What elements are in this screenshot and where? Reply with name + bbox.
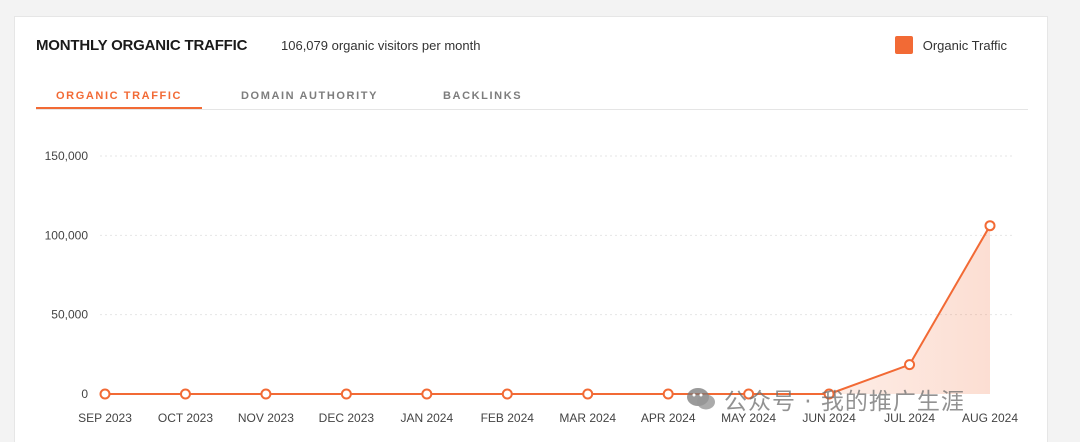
visitors-summary: 106,079 organic visitors per month bbox=[281, 38, 481, 53]
metric-tabs: ORGANIC TRAFFIC DOMAIN AUTHORITY BACKLIN… bbox=[36, 87, 1028, 110]
series-line bbox=[105, 225, 991, 395]
x-tick-label: JUN 2024 bbox=[802, 411, 856, 425]
x-tick-label: SEP 2023 bbox=[78, 411, 132, 425]
card-title: MONTHLY ORGANIC TRAFFIC bbox=[36, 37, 248, 54]
x-tick-label: FEB 2024 bbox=[481, 411, 535, 425]
x-tick-label: NOV 2023 bbox=[238, 411, 294, 425]
tab-backlinks[interactable]: BACKLINKS bbox=[443, 90, 523, 102]
tab-organic-traffic[interactable]: ORGANIC TRAFFIC bbox=[56, 90, 183, 102]
x-tick-label: MAY 2024 bbox=[721, 411, 776, 425]
data-point bbox=[662, 388, 674, 400]
chart-legend[interactable]: Organic Traffic bbox=[894, 36, 1007, 54]
series-area bbox=[105, 225, 990, 394]
data-point bbox=[421, 388, 433, 400]
watermark: 公众号 · 我的推广生涯 bbox=[686, 382, 965, 416]
data-point bbox=[260, 388, 272, 400]
data-point bbox=[582, 388, 594, 400]
tab-domain-authority[interactable]: DOMAIN AUTHORITY bbox=[241, 90, 379, 102]
data-point bbox=[99, 388, 111, 400]
data-point bbox=[743, 388, 755, 400]
legend-label: Organic Traffic bbox=[922, 37, 1007, 53]
y-tick-label: 100,000 bbox=[45, 228, 89, 242]
data-point bbox=[984, 220, 996, 232]
x-tick-label: DEC 2023 bbox=[319, 411, 375, 425]
data-point bbox=[823, 388, 835, 400]
y-tick-label: 50,000 bbox=[51, 308, 88, 322]
traffic-card: MONTHLY ORGANIC TRAFFIC 106,079 organic … bbox=[14, 16, 1048, 442]
x-tick-label: JAN 2024 bbox=[400, 411, 453, 425]
data-point bbox=[179, 388, 191, 400]
y-tick-label: 150,000 bbox=[45, 149, 89, 163]
data-point bbox=[340, 388, 352, 400]
active-tab-indicator bbox=[36, 107, 202, 109]
x-tick-label: JUL 2024 bbox=[884, 411, 935, 425]
legend-swatch bbox=[894, 36, 913, 54]
wechat-icon bbox=[687, 388, 715, 410]
x-tick-label: OCT 2023 bbox=[158, 411, 213, 425]
data-point bbox=[501, 388, 513, 400]
watermark-text: 公众号 · 我的推广生涯 bbox=[724, 389, 965, 415]
y-tick-label: 0 bbox=[81, 387, 88, 401]
x-tick-label: APR 2024 bbox=[641, 411, 696, 425]
data-point bbox=[904, 359, 916, 371]
x-tick-label: AUG 2024 bbox=[962, 411, 1018, 425]
x-tick-label: MAR 2024 bbox=[559, 411, 616, 425]
